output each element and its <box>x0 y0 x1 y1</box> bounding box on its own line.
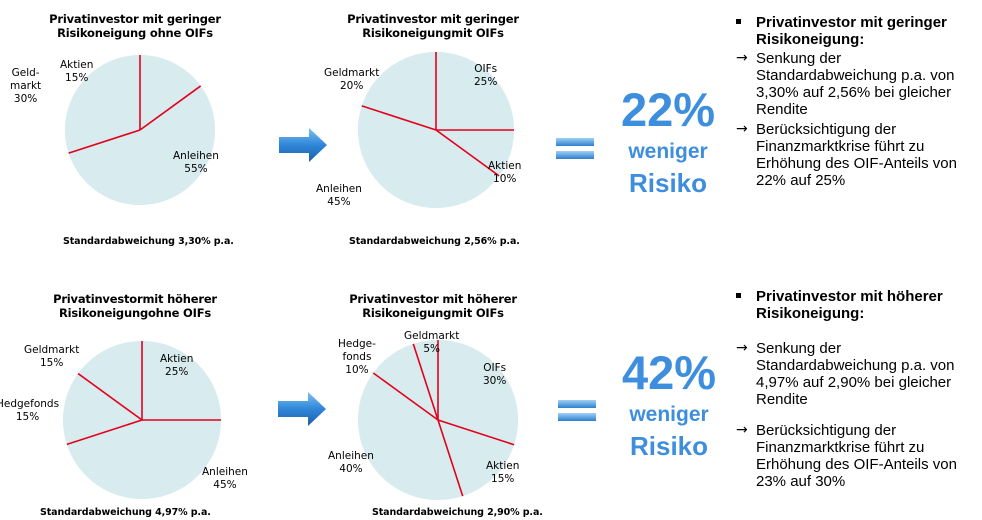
pie-chart <box>358 52 514 208</box>
chart-title: Privatinvestor mit geringer Risikoneigun… <box>347 12 519 40</box>
pie-slice <box>358 372 463 500</box>
pie-slice-label: Anleihen 55% <box>173 150 219 175</box>
pie-slice <box>361 52 436 130</box>
pie-divider <box>139 85 202 131</box>
summary-item: → Senkung der Standardabweichung p.a. vo… <box>736 340 955 408</box>
summary-heading: Privatinvestor mit geringer Risikoneigun… <box>736 14 982 48</box>
pie-divider <box>66 419 143 446</box>
risk-reduction-percent: 22% <box>620 83 716 136</box>
pie-divider <box>68 129 141 154</box>
pie-slice <box>66 420 221 499</box>
right-arrow-icon <box>278 392 326 426</box>
pie-slice-label: Aktien 15% <box>486 460 520 485</box>
summary-block: Privatinvestor mit geringer Risikoneigun… <box>736 14 982 189</box>
square-bullet-icon <box>736 293 741 298</box>
pie-slice <box>64 55 140 154</box>
arrow-bullet-icon: → <box>736 422 748 438</box>
std-deviation-label: Standardabweichung 2,56% p.a. <box>349 236 520 247</box>
pie-chart <box>358 340 518 500</box>
square-bullet-icon <box>736 19 741 24</box>
pie-divider <box>437 419 515 446</box>
pie-divider <box>361 105 437 131</box>
pie-divider <box>435 129 500 177</box>
pie-slice-label: Geldmarkt 15% <box>24 344 80 369</box>
pie-slice <box>63 373 142 445</box>
right-arrow-icon <box>279 128 327 162</box>
pie-slice-label: Hedge- fonds 10% <box>338 338 376 376</box>
pie-slice <box>140 55 201 130</box>
chart-title: Privatinvestormit höherer Risikoneigungo… <box>53 292 217 320</box>
pie-slice <box>142 341 221 420</box>
pie-slice-label: Geldmarkt 5% <box>404 330 460 355</box>
summary-item: → Senkung der Standardabweichung p.a. vo… <box>736 50 955 118</box>
risk-reduction-word: weniger <box>628 140 708 163</box>
pie-divider <box>372 372 439 421</box>
summary-heading: Privatinvestor mit höherer Risikoneigung… <box>736 288 982 322</box>
pie-divider <box>77 372 143 421</box>
equals-icon <box>556 138 594 159</box>
equals-icon <box>558 400 596 421</box>
summary-block: Privatinvestor mit höherer Risikoneigung… <box>736 288 982 490</box>
pie-slice-label: Aktien 25% <box>160 353 194 378</box>
pie-slice <box>373 343 438 420</box>
arrow-bullet-icon: → <box>736 121 748 137</box>
pie-chart <box>64 55 215 206</box>
pie-slice-label: Anleihen 45% <box>202 466 248 491</box>
pie-divider <box>412 343 439 421</box>
pie-divider <box>437 419 464 497</box>
pie-slice <box>438 340 518 445</box>
pie-slice-label: Aktien 15% <box>60 59 94 84</box>
summary-item: → Berücksichtigung der Finanzmarktkrise … <box>736 121 957 189</box>
pie-slice-label: Hedgefonds 15% <box>0 398 60 423</box>
risk-reduction-percent: 42% <box>621 346 717 399</box>
std-deviation-label: Standardabweichung 3,30% p.a. <box>63 236 234 247</box>
std-deviation-label: Standardabweichung 4,97% p.a. <box>40 507 211 518</box>
pie-slice <box>78 341 142 420</box>
chart-title: Privatinvestor mit höherer Risikoneigung… <box>349 292 517 320</box>
pie-slice <box>358 105 500 208</box>
pie-slice <box>68 85 215 206</box>
pie-slice-label: Anleihen 45% <box>316 183 362 208</box>
pie-slice-label: Aktien 10% <box>488 160 522 185</box>
pie-chart <box>63 341 221 499</box>
pie-slice-label: OIFs 25% <box>474 63 498 88</box>
arrow-bullet-icon: → <box>736 340 748 356</box>
pie-slice-label: Geld- markt 30% <box>10 67 42 105</box>
risk-reduction-word: weniger <box>629 403 709 426</box>
pie-slice <box>436 52 514 130</box>
chart-title: Privatinvestor mit geringer Risikoneigun… <box>49 12 221 40</box>
arrow-bullet-icon: → <box>736 50 748 66</box>
summary-item: → Berücksichtigung der Finanzmarktkrise … <box>736 422 957 490</box>
pie-slice-label: OIFs 30% <box>483 362 507 387</box>
std-deviation-label: Standardabweichung 2,90% p.a. <box>372 507 543 518</box>
risk-reduction-word: Risiko <box>628 168 708 198</box>
pie-slice <box>436 130 514 176</box>
pie-slice-label: Geldmarkt 20% <box>324 67 380 92</box>
risk-reduction-word: Risiko <box>629 431 709 461</box>
pie-slice-label: Anleihen 40% <box>328 450 374 475</box>
